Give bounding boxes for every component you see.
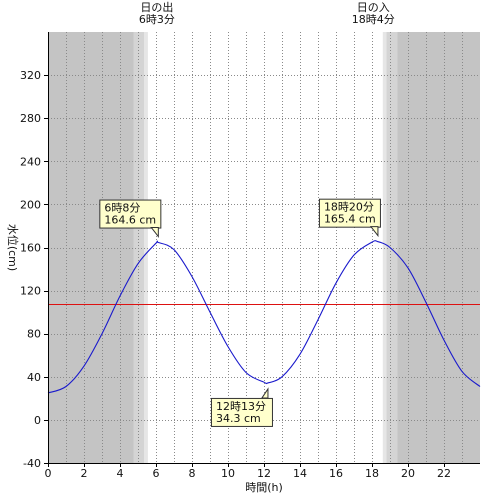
callout-time: 6時8分 [104, 202, 140, 215]
y-tick-label: 240 [20, 155, 41, 168]
x-tick-label: 0 [45, 467, 52, 480]
twilight_dark-band-4 [386, 32, 398, 463]
x-tick-label: 2 [81, 467, 88, 480]
grid-lines [48, 32, 480, 463]
y-tick-label: 280 [20, 112, 41, 125]
x-tick-label: 22 [437, 467, 451, 480]
callout-level: 165.4 cm [324, 213, 376, 226]
callout-time: 18時20分 [324, 201, 374, 214]
callout-level: 164.6 cm [104, 214, 156, 227]
night-band-0 [48, 32, 134, 463]
x-tick-label: 16 [329, 467, 343, 480]
twilight_light-band-2 [144, 32, 148, 463]
sunrise-time: 6時3分 [139, 13, 175, 26]
sunset-time: 18時4分 [352, 13, 395, 26]
callout-level: 34.3 cm [216, 412, 261, 425]
axes [44, 32, 480, 467]
y-tick-label: 40 [27, 371, 41, 384]
sunrise-label: 日の出 [140, 0, 173, 14]
x-axis-title: 時間(h) [245, 481, 283, 494]
y-tick-label: -40 [23, 457, 41, 470]
callout-box [210, 397, 273, 427]
x-tick-label: 8 [189, 467, 196, 480]
twilight_dark-band-1 [133, 32, 145, 463]
y-tick-label: 80 [27, 328, 41, 341]
y-axis-title: 水位(cm) [6, 224, 20, 271]
twilight_light-band-3 [382, 32, 387, 463]
y-tick-label: 120 [20, 285, 41, 298]
y-tick-label: 0 [34, 414, 41, 427]
daylight-bands [48, 32, 480, 463]
x-tick-label: 18 [365, 467, 379, 480]
y-tick-label: 160 [20, 242, 41, 255]
x-tick-label: 6 [153, 467, 160, 480]
callout-pointer [150, 227, 159, 239]
x-tick-label: 10 [221, 467, 235, 480]
tick-labels: -40 0 40 80 120 160 200 240 280 320 0 2 4 6 8 10 12 14 16 1… [20, 69, 451, 480]
y-tick-label: 320 [20, 69, 41, 82]
callout-time: 12時13分 [216, 400, 266, 413]
callout-box [99, 199, 162, 229]
callout-box [318, 198, 381, 228]
x-tick-label: 12 [257, 467, 271, 480]
x-tick-label: 4 [117, 467, 124, 480]
x-tick-label: 20 [401, 467, 415, 480]
tide-line-0 [47, 240, 481, 394]
sun-times: 日の出 6時3分 日の入 18時4分 [139, 0, 395, 26]
tide-series [47, 240, 481, 394]
callout-pointer [261, 387, 269, 399]
x-tick-label: 14 [293, 467, 307, 480]
callout-pointer [369, 226, 379, 238]
night-band-5 [397, 32, 480, 463]
y-tick-label: 200 [20, 198, 41, 211]
sunset-label: 日の入 [357, 1, 390, 14]
